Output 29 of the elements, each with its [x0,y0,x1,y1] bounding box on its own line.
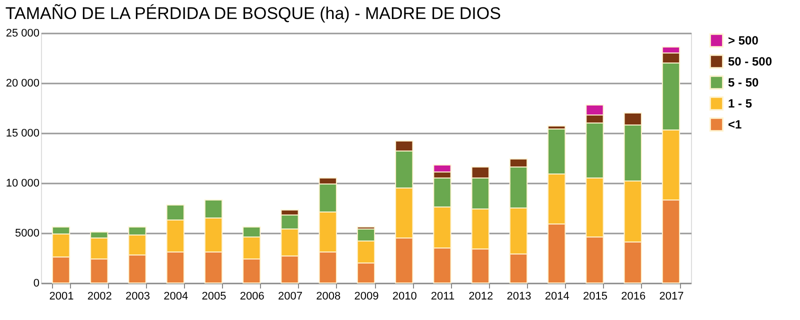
legend-label: 5 - 50 [728,76,760,90]
y-tick-label: 0 [33,278,40,290]
x-tick-label: 2001 [49,290,74,302]
legend-label: 1 - 5 [728,96,752,110]
x-tick-label: 2016 [621,290,646,302]
legend-label: > 500 [728,34,759,48]
y-tick-label: 10 000 [6,178,40,190]
chart-title: TAMAÑO DE LA PÉRDIDA DE BOSQUE (ha) - MADRE DE DIOS [5,4,501,23]
x-tick-label: 2002 [87,290,112,302]
x-tick-label: 2015 [582,290,608,302]
legend-label: 50 - 500 [728,54,772,68]
x-tick-label: 2013 [506,290,532,302]
legend-label: <1 [728,118,742,132]
y-tick-label: 25 000 [6,28,40,40]
x-tick-label: 2010 [392,290,417,302]
x-tick-label: 2004 [164,290,188,302]
x-tick-label: 2011 [430,290,455,302]
x-tick-label: 2003 [126,290,150,302]
x-tick-label: 2017 [659,290,684,302]
x-tick-label: 2007 [278,290,302,302]
x-tick-label: 2008 [316,290,341,302]
x-tick-label: 2014 [544,290,570,302]
x-tick-label: 2005 [202,290,226,302]
y-tick-label: 15 000 [6,128,40,140]
y-tick-label: 5000 [15,228,40,240]
x-tick-label: 2012 [468,290,494,302]
y-tick-label: 20 000 [6,78,40,90]
x-tick-label: 2006 [240,290,264,302]
x-tick-label: 2009 [354,290,379,302]
